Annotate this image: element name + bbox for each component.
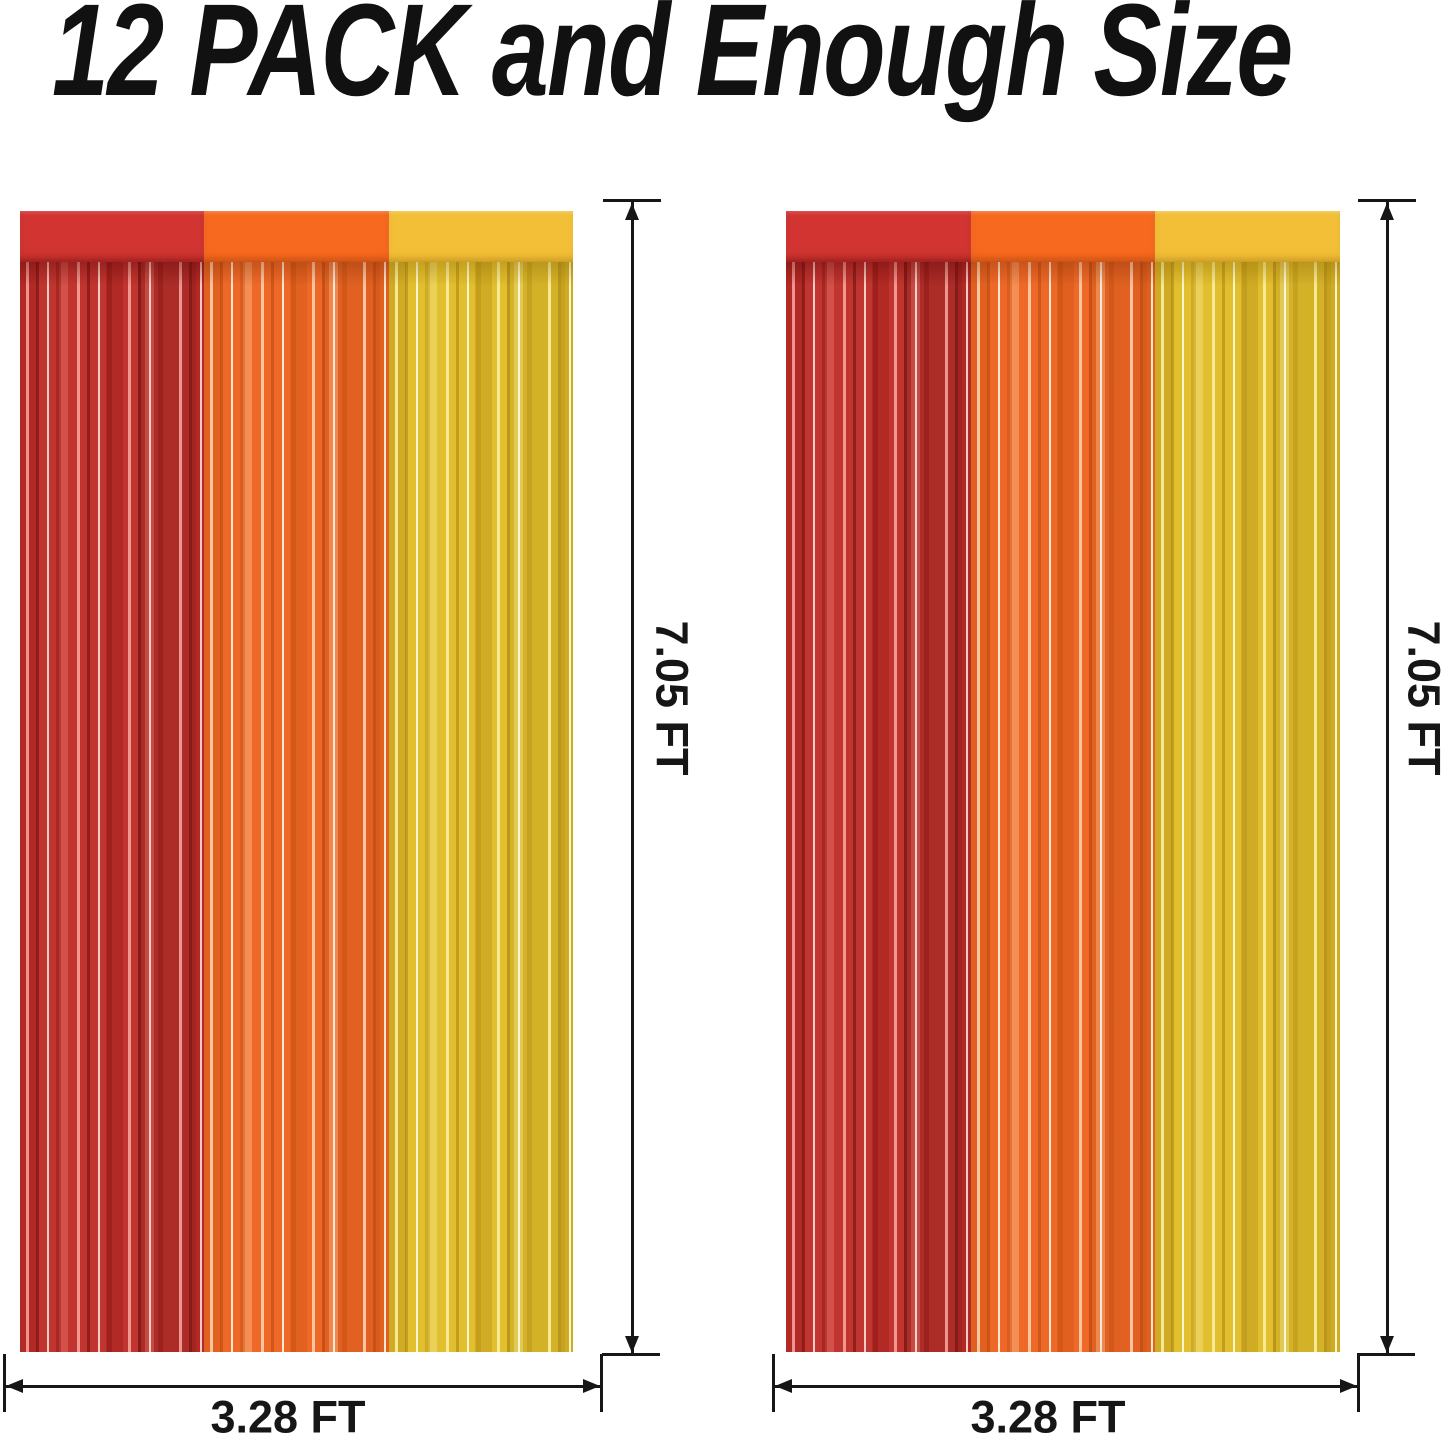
height-label: 7.05 FT	[1398, 620, 1445, 776]
red-fringe-panel	[20, 211, 205, 1352]
foil-curtain-right	[786, 211, 1341, 1352]
arrow-up-icon	[625, 203, 639, 220]
orange-fringe-panel	[204, 211, 389, 1352]
red-header-strip	[20, 211, 205, 262]
yellow-fringe-panel	[388, 211, 573, 1352]
dimension-tick-right	[1357, 1354, 1360, 1412]
foil-curtain-left	[20, 211, 573, 1352]
dimension-tick-top	[603, 199, 661, 202]
red-header-strip	[786, 211, 971, 262]
arrow-up-icon	[1380, 203, 1394, 220]
yellow-fringe-strands	[388, 262, 573, 1352]
dimension-tick-left	[772, 1354, 775, 1412]
orange-header-strip	[970, 211, 1156, 262]
yellow-header-strip	[388, 211, 573, 262]
arrow-right-icon	[583, 1379, 600, 1393]
arrow-left-icon	[6, 1379, 23, 1393]
dimension-line-vertical	[1386, 202, 1389, 1354]
arrow-down-icon	[625, 1336, 639, 1353]
dimension-line-vertical	[631, 202, 634, 1354]
yellow-fringe-strands	[1155, 262, 1341, 1352]
dimension-tick-left	[3, 1354, 6, 1412]
dimension-line-horizontal	[6, 1385, 601, 1388]
dimension-line-horizontal	[775, 1385, 1359, 1388]
dimension-tick-bottom	[602, 1353, 660, 1356]
height-label: 7.05 FT	[646, 620, 698, 776]
orange-fringe-strands	[204, 262, 389, 1352]
red-fringe-panel	[786, 211, 971, 1352]
width-label: 3.28 FT	[210, 1391, 366, 1438]
yellow-header-strip	[1155, 211, 1341, 262]
red-fringe-strands	[786, 262, 971, 1352]
orange-fringe-panel	[970, 211, 1156, 1352]
red-fringe-strands	[20, 262, 205, 1352]
arrow-down-icon	[1380, 1336, 1394, 1353]
arrow-left-icon	[775, 1379, 792, 1393]
orange-header-strip	[204, 211, 389, 262]
dimension-tick-bottom	[1357, 1353, 1415, 1356]
dimension-tick-top	[1358, 199, 1416, 202]
dimension-tick-right	[600, 1354, 603, 1412]
width-label: 3.28 FT	[970, 1391, 1126, 1438]
page-title: 12 PACK and Enough Size	[52, 0, 1293, 123]
yellow-fringe-panel	[1155, 211, 1341, 1352]
arrow-right-icon	[1340, 1379, 1357, 1393]
orange-fringe-strands	[970, 262, 1156, 1352]
